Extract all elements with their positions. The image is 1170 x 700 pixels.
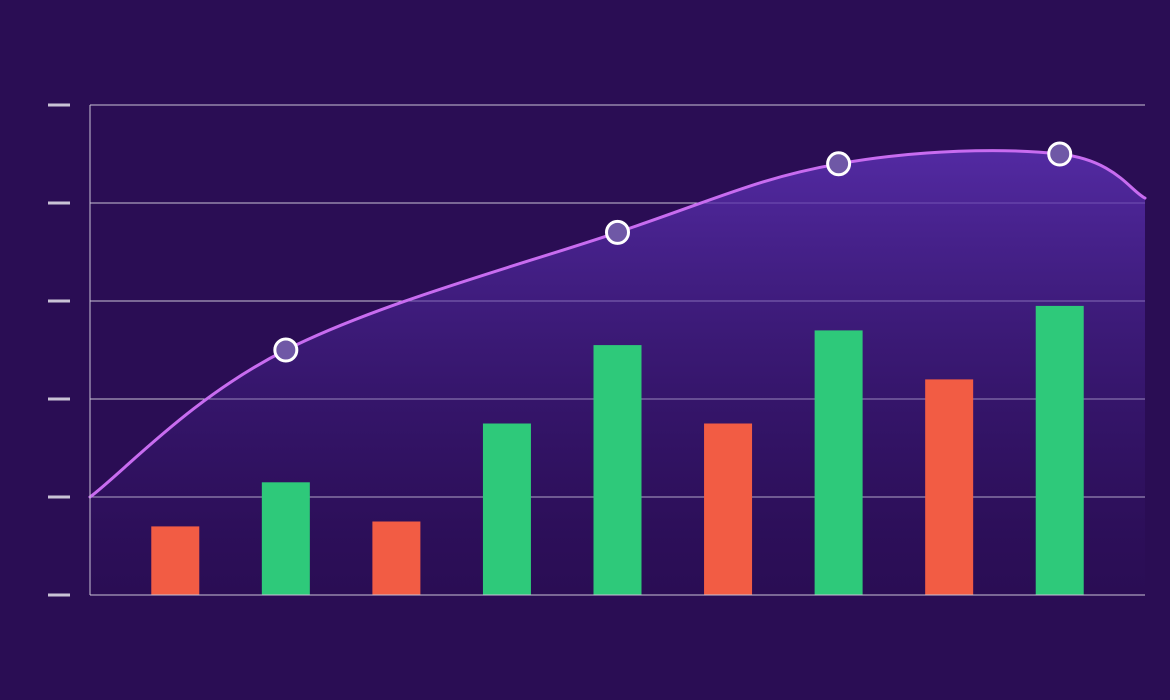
- bar: [483, 424, 531, 596]
- area-marker: [607, 221, 629, 243]
- bar: [1036, 306, 1084, 595]
- area-marker: [1049, 143, 1071, 165]
- bar: [151, 526, 199, 595]
- bar: [262, 482, 310, 595]
- area-marker: [275, 339, 297, 361]
- chart-svg: [0, 0, 1170, 700]
- bar: [372, 522, 420, 596]
- bar: [925, 379, 973, 595]
- bar: [594, 345, 642, 595]
- combo-chart: [0, 0, 1170, 700]
- area-marker: [828, 153, 850, 175]
- bar: [704, 424, 752, 596]
- bar: [815, 330, 863, 595]
